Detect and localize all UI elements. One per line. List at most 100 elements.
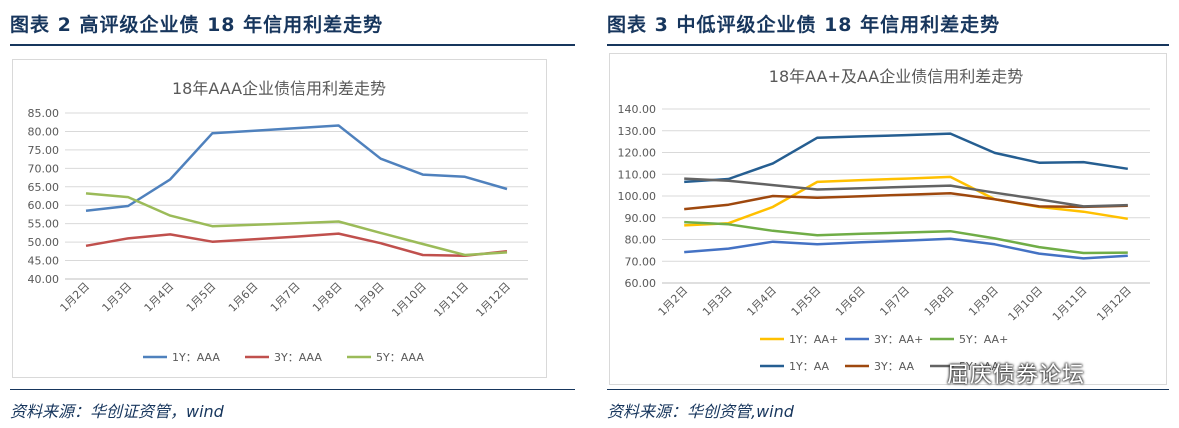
data-point (212, 133, 214, 135)
data-point (422, 174, 424, 176)
y-tick-label: 130.00 (618, 125, 657, 138)
data-point (506, 252, 508, 254)
left-source: 资料来源：华创证资管，wind (10, 402, 224, 421)
legend-label: 5Y：AA (959, 360, 1000, 373)
data-point (683, 178, 685, 180)
data-point (169, 215, 171, 217)
left-title-rule (10, 44, 575, 46)
data-point (861, 179, 863, 181)
data-point (950, 230, 952, 232)
data-point (905, 194, 907, 196)
data-point (950, 176, 952, 178)
data-point (728, 204, 730, 206)
data-point (817, 137, 819, 139)
x-tick-label: 1月2日 (58, 280, 93, 315)
data-point (127, 205, 129, 207)
data-point (772, 163, 774, 165)
data-point (950, 238, 952, 240)
y-tick-label: 70.00 (28, 162, 60, 175)
series-line (684, 177, 1128, 208)
legend-label: 3Y：AAA (274, 351, 322, 364)
y-tick-label: 55.00 (28, 218, 60, 231)
y-tick-label: 70.00 (625, 255, 657, 268)
data-point (1127, 218, 1129, 220)
data-point (950, 192, 952, 194)
data-point (905, 240, 907, 242)
data-point (994, 152, 996, 154)
x-tick-label: 1月7日 (268, 280, 303, 315)
data-point (994, 238, 996, 240)
data-point (817, 197, 819, 199)
data-point (817, 189, 819, 191)
data-point (1083, 161, 1085, 163)
data-point (85, 245, 87, 247)
data-point (950, 133, 952, 135)
y-tick-label: 90.00 (625, 212, 657, 225)
legend-label: 5Y：AA+ (959, 333, 1008, 346)
data-point (338, 221, 340, 223)
data-point (905, 134, 907, 136)
data-point (169, 179, 171, 181)
left-chart: 18年AAA企业债信用利差走势 40.00 45.00 50.00 55.00 60.00… (28, 79, 528, 364)
data-point (1083, 252, 1085, 254)
data-point (422, 254, 424, 256)
y-tick-label: 60.00 (625, 277, 657, 290)
y-tick-label: 120.00 (618, 147, 657, 160)
data-point (817, 181, 819, 183)
x-tick-label: 1月5日 (184, 280, 219, 315)
legend-label: 3Y：AA+ (874, 333, 923, 346)
data-point (683, 251, 685, 253)
y-tick-label: 80.00 (625, 234, 657, 247)
legend-label: 5Y：AAA (376, 351, 424, 364)
data-point (728, 224, 730, 226)
series-line (85, 192, 508, 257)
series-line (85, 124, 508, 213)
data-point (683, 181, 685, 183)
data-point (1038, 253, 1040, 255)
data-point (1127, 255, 1129, 257)
legend-label: 3Y：AA (874, 360, 915, 373)
x-tick-label: 1月11日 (1050, 284, 1090, 324)
data-point (85, 193, 87, 195)
data-point (861, 195, 863, 197)
left-chart-box: 18年AAA企业债信用利差走势 40.00 45.00 50.00 55.00 60.00… (12, 59, 547, 378)
data-point (861, 242, 863, 244)
x-tick-label: 1月7日 (877, 284, 912, 319)
data-point (683, 208, 685, 210)
x-tick-label: 1月4日 (142, 280, 177, 315)
series-line (684, 132, 1128, 184)
y-tick-label: 85.00 (28, 107, 60, 120)
x-tick-label: 1月11日 (431, 280, 471, 320)
left-figure-title: 图表 2 高评级企业债 18 年信用利差走势 (10, 14, 384, 36)
data-point (296, 127, 298, 129)
data-point (422, 243, 424, 245)
data-point (861, 233, 863, 235)
series-line (684, 191, 1128, 211)
y-tick-label: 65.00 (28, 181, 60, 194)
legend-label: 1Y：AAA (172, 351, 220, 364)
series-line (85, 232, 508, 258)
y-tick-label: 45.00 (28, 255, 60, 268)
data-point (296, 236, 298, 238)
y-tick-label: 75.00 (28, 144, 60, 157)
x-tick-label: 1月8日 (922, 284, 957, 319)
data-point (127, 238, 129, 240)
right-figure-title: 图表 3 中低评级企业债 18 年信用利差走势 (607, 14, 1001, 36)
right-figure-panel: 图表 3 中低评级企业债 18 年信用利差走势 18年AA+及AA企业债信用利差… (607, 0, 1169, 428)
data-point (380, 242, 382, 244)
y-tick-label: 50.00 (28, 236, 60, 249)
data-point (1038, 206, 1040, 208)
data-point (1083, 211, 1085, 213)
x-tick-label: 1月3日 (100, 280, 135, 315)
x-tick-label: 1月3日 (700, 284, 735, 319)
left-source-rule (10, 389, 575, 390)
right-source: 资料来源：华创资管,wind (607, 402, 794, 421)
data-point (212, 225, 214, 227)
data-point (905, 186, 907, 188)
legend-label: 1Y：AA+ (789, 333, 838, 346)
x-tick-label: 1月10日 (1006, 284, 1046, 324)
y-tick-label: 140.00 (618, 103, 657, 116)
data-point (683, 225, 685, 227)
data-point (728, 180, 730, 182)
data-point (994, 192, 996, 194)
